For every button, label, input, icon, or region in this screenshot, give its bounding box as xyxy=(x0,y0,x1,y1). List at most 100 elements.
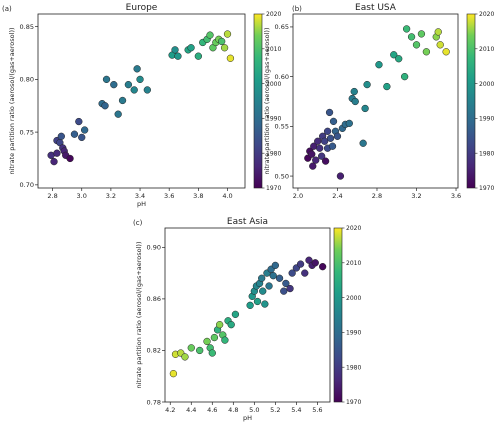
scatter-point xyxy=(434,28,442,36)
scatter-point xyxy=(329,117,338,126)
colorbar-tick-label: 1970 xyxy=(479,185,494,192)
x-tick-label: 4.6 xyxy=(207,406,217,414)
scatter-point xyxy=(321,157,330,165)
scatter-point xyxy=(102,75,111,84)
x-tick-label: 2.8 xyxy=(47,192,57,200)
scatter-point xyxy=(301,269,309,277)
scatter-point xyxy=(50,157,58,166)
x-tick-label: 4.0 xyxy=(222,192,232,200)
scatter-point xyxy=(325,108,334,117)
scatter-point xyxy=(57,132,65,140)
scatter-point xyxy=(70,130,79,138)
chart-panel-0: Europe (a) 2.8 3.0 3.2 3.4 3.6 3.8 4.0 0.70 0.75 0.… xyxy=(2,3,281,208)
plot-frame xyxy=(164,227,331,403)
scatter-point xyxy=(194,52,203,60)
scatter-point xyxy=(258,274,266,282)
x-tick-label: 3.4 xyxy=(135,192,145,200)
scatter-point xyxy=(275,274,284,282)
scatter-point xyxy=(271,261,280,270)
scatter-point xyxy=(286,284,294,293)
scatter-point xyxy=(215,321,224,329)
scatter-point xyxy=(196,346,204,355)
scatter-point xyxy=(133,65,141,73)
scatter-point xyxy=(218,37,226,46)
scatter-point xyxy=(75,117,83,126)
scatter-point xyxy=(375,61,383,69)
scatter-points xyxy=(47,30,235,166)
y-tick-label: 0.70 xyxy=(20,181,34,189)
scatter-point xyxy=(80,126,89,134)
scatter-point xyxy=(326,134,335,142)
scatter-point xyxy=(336,172,345,180)
scatter-point xyxy=(312,156,320,164)
y-tick-label: 0.90 xyxy=(147,244,161,252)
colorbar xyxy=(466,13,476,189)
colorbar-tick-label: 1990 xyxy=(266,116,281,123)
scatter-point xyxy=(363,80,371,89)
scatter-point xyxy=(78,133,86,142)
x-tick-label: 3.2 xyxy=(411,192,421,200)
colorbar-tick-label: 2020 xyxy=(346,225,361,232)
scatter-point xyxy=(351,97,359,106)
scatter-point xyxy=(333,132,342,140)
colorbar xyxy=(253,13,263,189)
colorbar-tick-label: 2010 xyxy=(479,46,494,53)
scatter-point xyxy=(265,282,273,290)
scatter-point xyxy=(318,263,327,271)
scatter-point xyxy=(442,48,450,56)
x-tick-label: 4.4 xyxy=(186,406,196,414)
colorbar-tick-label: 2000 xyxy=(266,81,281,88)
y-tick-label: 0.78 xyxy=(147,398,161,406)
x-axis-label: pH xyxy=(137,200,146,208)
scatter-point xyxy=(171,46,179,54)
scatter-point xyxy=(309,162,317,170)
colorbar-tick-label: 1980 xyxy=(346,364,361,371)
scatter-point xyxy=(187,344,195,352)
scatter-point xyxy=(169,369,178,378)
y-tick-label: 0.55 xyxy=(275,123,289,131)
scatter-point xyxy=(143,86,151,94)
colorbar-tick-label: 1980 xyxy=(479,150,494,157)
x-tick-label: 2.4 xyxy=(332,192,342,200)
y-axis-label: nitrate partition ratio (aerosol/(gas+ae… xyxy=(135,241,143,388)
x-tick-label: 3.8 xyxy=(193,192,203,200)
colorbar-tick-label: 2010 xyxy=(266,46,281,53)
scatter-point xyxy=(101,102,109,110)
x-tick-label: 3.0 xyxy=(77,192,87,200)
scatter-points xyxy=(169,256,327,378)
scatter-point xyxy=(53,149,61,157)
colorbar-tick-label: 1990 xyxy=(346,330,361,337)
panel-title: Europe xyxy=(126,3,158,13)
scatter-point xyxy=(308,150,316,158)
colorbar-tick-label: 2000 xyxy=(346,295,361,302)
colorbar-tick-label: 2020 xyxy=(479,11,494,18)
scatter-point xyxy=(417,30,426,38)
scatter-point xyxy=(118,96,127,105)
x-tick-label: 3.6 xyxy=(451,192,461,200)
scatter-point xyxy=(311,259,319,267)
scatter-point xyxy=(269,272,277,280)
x-tick-label: 3.6 xyxy=(164,192,174,200)
scatter-point xyxy=(261,300,269,308)
x-tick-label: 5.4 xyxy=(291,406,301,414)
scatter-point xyxy=(130,86,138,94)
scatter-point xyxy=(206,31,214,39)
scatter-point xyxy=(436,41,444,49)
colorbar-tick-label: 1970 xyxy=(266,185,281,192)
panel-letter: (a) xyxy=(2,5,12,13)
scatter-point xyxy=(246,301,254,309)
x-tick-label: 4.2 xyxy=(165,406,175,414)
scatter-point xyxy=(221,336,229,344)
y-tick-label: 0.65 xyxy=(275,23,289,31)
y-axis-label: nitrate partition ratio (aerosol/(gas+ae… xyxy=(8,27,16,174)
scatter-point xyxy=(288,269,296,277)
scatter-point xyxy=(402,25,411,33)
x-tick-label: 5.0 xyxy=(249,406,259,414)
y-tick-label: 0.86 xyxy=(147,295,161,303)
x-tick-label: 5.6 xyxy=(312,406,322,414)
y-tick-label: 0.82 xyxy=(147,347,161,355)
scatter-point xyxy=(223,30,232,38)
scatter-point xyxy=(412,41,421,49)
scatter-point xyxy=(318,152,326,160)
